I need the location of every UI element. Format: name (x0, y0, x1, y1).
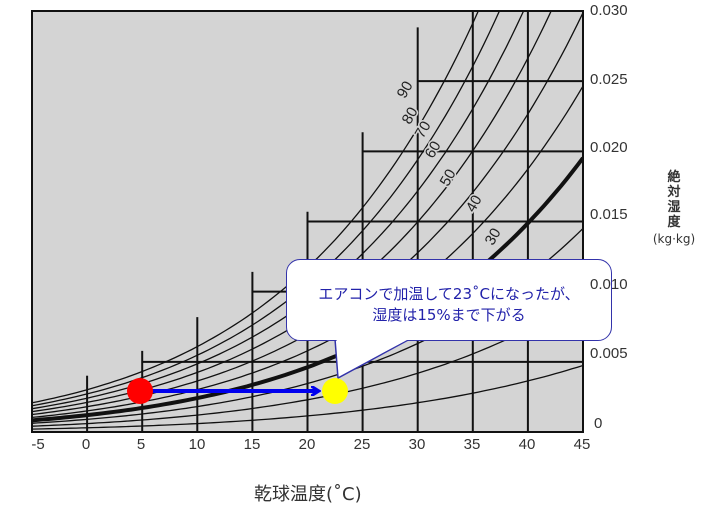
rh-curve-20 (32, 297, 583, 427)
x-tick: 35 (463, 436, 481, 453)
y-label-char: 度 (667, 215, 681, 230)
x-tick: 5 (136, 436, 146, 453)
x-tick: 45 (573, 436, 591, 453)
rh-curve-40 (32, 156, 583, 423)
x-tick: -5 (31, 436, 45, 453)
y-label-char: 絶 (667, 170, 681, 185)
x-tick: 0 (81, 436, 91, 453)
callout-line-1: エアコンで加温して23˚Cになったが、 (318, 285, 580, 303)
annotation-callout: エアコンで加温して23˚Cになったが、 湿度は15%まで下がる (286, 259, 612, 341)
x-tick: 30 (408, 436, 426, 453)
x-axis-label: 乾球温度(˚C) (254, 484, 362, 505)
y-tick: 0.015 (590, 206, 628, 223)
y-axis-label: 絶 対 湿 度 (kg·kg) (653, 170, 695, 247)
rh-curve-10 (32, 364, 583, 430)
x-tick: 20 (298, 436, 316, 453)
x-tick: 40 (518, 436, 536, 453)
end-point-23c (322, 378, 348, 404)
y-tick: 0.030 (590, 2, 628, 19)
plot-frame (31, 10, 584, 433)
x-tick: 15 (243, 436, 261, 453)
y-tick: 0.005 (590, 345, 628, 362)
y-label-char: 対 (667, 185, 681, 200)
y-tick: 0.025 (590, 71, 628, 88)
x-tick: 25 (353, 436, 371, 453)
y-tick: 0.010 (590, 276, 628, 293)
y-tick: 0 (594, 415, 603, 432)
x-tick: 10 (188, 436, 206, 453)
start-point-5c (127, 378, 153, 404)
y-label-char: 湿 (667, 200, 681, 215)
callout-line-2: 湿度は15%まで下がる (372, 306, 526, 324)
rh-curve-50 (32, 85, 583, 419)
y-axis-unit: (kg·kg) (652, 232, 696, 246)
y-tick: 0.020 (590, 139, 628, 156)
